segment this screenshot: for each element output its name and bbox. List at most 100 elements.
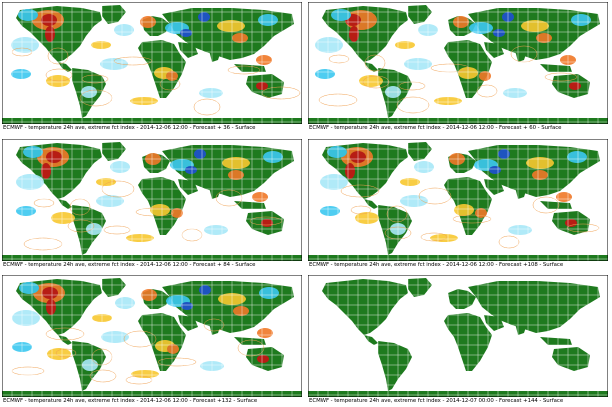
anomaly-area <box>536 33 552 43</box>
contour-line <box>544 72 578 82</box>
contour-line <box>237 339 265 357</box>
anomaly-area <box>320 206 340 216</box>
anomaly-area <box>532 170 548 180</box>
anomaly-area <box>489 166 501 174</box>
anomaly-area <box>16 206 36 216</box>
anomaly-area <box>167 344 179 354</box>
contour-line <box>420 232 448 242</box>
anomaly-area <box>259 287 279 299</box>
anomaly-area <box>345 163 355 179</box>
anomaly-area <box>115 297 135 309</box>
anomaly-area <box>41 14 57 26</box>
anomaly-area <box>320 174 348 190</box>
map-frame <box>308 139 608 261</box>
central-america-landmass <box>364 335 378 345</box>
contour-line <box>328 54 350 64</box>
contour-line <box>350 205 372 215</box>
contour-line <box>159 77 181 91</box>
india-landmass <box>208 46 222 62</box>
graticule <box>308 139 608 261</box>
map-frame <box>308 275 608 397</box>
anomaly-area <box>252 192 268 202</box>
greenland-landmass <box>102 5 126 24</box>
graticule <box>2 275 302 397</box>
panel-caption: ECMWF - temperature 24h ave, extreme fct… <box>3 398 258 404</box>
graticule <box>308 275 608 397</box>
contour-line <box>193 98 221 116</box>
anomaly-area <box>45 26 55 42</box>
map-panel-1: ECMWF - temperature 24h ave, extreme fct… <box>2 2 302 133</box>
anomaly-area <box>475 208 487 218</box>
anomaly-area <box>232 33 248 43</box>
anomaly-area <box>503 88 527 98</box>
india-landmass <box>208 183 222 199</box>
contour-line <box>123 330 157 348</box>
contour-line <box>340 184 380 198</box>
map-panel-6: ECMWF - temperature 24h ave, extreme fct… <box>308 275 608 406</box>
anomaly-area <box>315 69 335 79</box>
anomaly-area <box>508 225 532 235</box>
contour-line <box>418 187 452 205</box>
anomaly-area <box>228 170 244 180</box>
map-panel-5: ECMWF - temperature 24h ave, extreme fct… <box>2 275 302 406</box>
panel-caption: ECMWF - temperature 24h ave, extreme fct… <box>309 262 564 268</box>
anomaly-area <box>258 14 278 26</box>
map-panel-4: ECMWF - temperature 24h ave, extreme fct… <box>308 139 608 270</box>
anomaly-area <box>12 310 40 326</box>
map-frame <box>2 275 302 397</box>
anomaly-area <box>430 234 458 242</box>
anomaly-area <box>23 146 43 158</box>
india-landmass <box>514 183 528 199</box>
anomaly-area <box>198 12 210 22</box>
map-frame <box>2 139 302 261</box>
arabia-landmass <box>178 42 198 58</box>
anomaly-area <box>400 195 428 207</box>
greenland-landmass <box>102 278 126 297</box>
map-frame <box>2 2 302 124</box>
greenland-landmass <box>408 278 432 297</box>
contour-line <box>498 235 520 249</box>
anomaly-area <box>126 234 154 242</box>
graticule <box>308 2 608 124</box>
anomaly-area <box>400 178 420 186</box>
anomaly-area <box>194 149 206 159</box>
anomaly-area <box>96 178 116 186</box>
contour-line <box>476 84 498 98</box>
anomaly-area <box>349 26 359 42</box>
contour-line <box>532 196 560 214</box>
contour-line <box>47 47 69 65</box>
anomaly-area <box>110 161 130 173</box>
map-panel-2: ECMWF - temperature 24h ave, extreme fct… <box>308 2 608 133</box>
contour-line <box>89 369 117 383</box>
anomaly-area <box>359 75 383 87</box>
arabia-landmass <box>484 179 504 195</box>
anomaly-area <box>526 157 554 169</box>
world-map <box>2 139 302 261</box>
india-landmass <box>514 319 528 335</box>
anomaly-area <box>181 302 193 310</box>
anomaly-area <box>150 204 170 216</box>
panel-caption: ECMWF - temperature 24h ave, extreme fct… <box>3 125 256 131</box>
anomaly-area <box>46 151 62 163</box>
map-frame <box>308 2 608 124</box>
world-map <box>2 275 302 397</box>
anomaly-area <box>556 192 572 202</box>
contour-line <box>55 348 77 358</box>
anomaly-area <box>96 195 124 207</box>
north-america-landmass <box>322 279 408 335</box>
anomaly-area <box>222 157 250 169</box>
panel-caption: ECMWF - temperature 24h ave, extreme fct… <box>3 262 256 268</box>
graticule <box>2 139 302 261</box>
anomaly-area <box>47 348 71 360</box>
world-map <box>2 2 302 124</box>
anomaly-area <box>567 151 587 163</box>
contour-line <box>45 327 85 341</box>
arabia-landmass <box>178 315 198 331</box>
panel-caption: ECMWF - temperature 24h ave, extreme fct… <box>309 125 562 131</box>
central-america-landmass <box>364 199 378 209</box>
greenland-landmass <box>408 5 432 24</box>
contour-line <box>227 65 261 75</box>
anomaly-area <box>199 88 223 98</box>
anomaly-area <box>41 163 51 179</box>
anomaly-area <box>315 37 343 53</box>
